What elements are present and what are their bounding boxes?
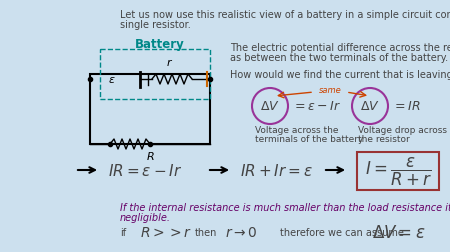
Text: Battery: Battery bbox=[135, 38, 185, 51]
Text: The electric potential difference across the resistor is the same: The electric potential difference across… bbox=[230, 43, 450, 53]
Text: negligible.: negligible. bbox=[120, 212, 171, 222]
Text: the resistor: the resistor bbox=[358, 135, 410, 143]
Text: $r \rightarrow 0$: $r \rightarrow 0$ bbox=[225, 225, 257, 239]
Text: then: then bbox=[195, 227, 217, 237]
Bar bbox=[357, 152, 439, 190]
Text: terminals of the battery: terminals of the battery bbox=[255, 135, 364, 143]
Bar bbox=[100, 50, 210, 100]
Text: $\varepsilon$: $\varepsilon$ bbox=[108, 75, 116, 85]
Text: $IR + Ir = \varepsilon$: $IR + Ir = \varepsilon$ bbox=[240, 162, 313, 178]
Text: How would we find the current that is leaving the battery?: How would we find the current that is le… bbox=[230, 70, 450, 80]
Text: $= \varepsilon - Ir$: $= \varepsilon - Ir$ bbox=[292, 100, 341, 113]
Text: single resistor.: single resistor. bbox=[120, 20, 191, 30]
Text: $I = \dfrac{\varepsilon}{R + r}$: $I = \dfrac{\varepsilon}{R + r}$ bbox=[365, 155, 432, 187]
Text: Let us now use this realistic view of a battery in a simple circuit containing a: Let us now use this realistic view of a … bbox=[120, 10, 450, 20]
Text: Voltage drop across: Voltage drop across bbox=[358, 125, 447, 135]
Text: if: if bbox=[120, 227, 126, 237]
Text: Voltage across the: Voltage across the bbox=[255, 125, 338, 135]
Text: $= IR$: $= IR$ bbox=[392, 100, 421, 113]
Text: therefore we can assume: therefore we can assume bbox=[280, 227, 404, 237]
Text: $R$: $R$ bbox=[146, 149, 154, 161]
Text: as between the two terminals of the battery.: as between the two terminals of the batt… bbox=[230, 53, 448, 63]
Bar bbox=[90, 75, 210, 144]
Text: same: same bbox=[319, 85, 342, 94]
Text: $IR = \varepsilon - Ir$: $IR = \varepsilon - Ir$ bbox=[108, 162, 182, 178]
Text: If the internal resistance is much smaller than the load resistance it can be co: If the internal resistance is much small… bbox=[120, 202, 450, 212]
Text: $\Delta V$: $\Delta V$ bbox=[260, 100, 280, 113]
Text: $\Delta V$: $\Delta V$ bbox=[360, 100, 380, 113]
Text: $\Delta V = \varepsilon$: $\Delta V = \varepsilon$ bbox=[372, 223, 426, 241]
Text: $r$: $r$ bbox=[166, 56, 174, 67]
Text: $R >> r$: $R >> r$ bbox=[140, 225, 192, 239]
